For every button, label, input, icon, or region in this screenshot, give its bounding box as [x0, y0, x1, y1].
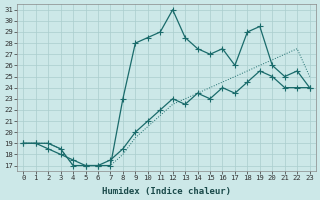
X-axis label: Humidex (Indice chaleur): Humidex (Indice chaleur) [102, 187, 231, 196]
